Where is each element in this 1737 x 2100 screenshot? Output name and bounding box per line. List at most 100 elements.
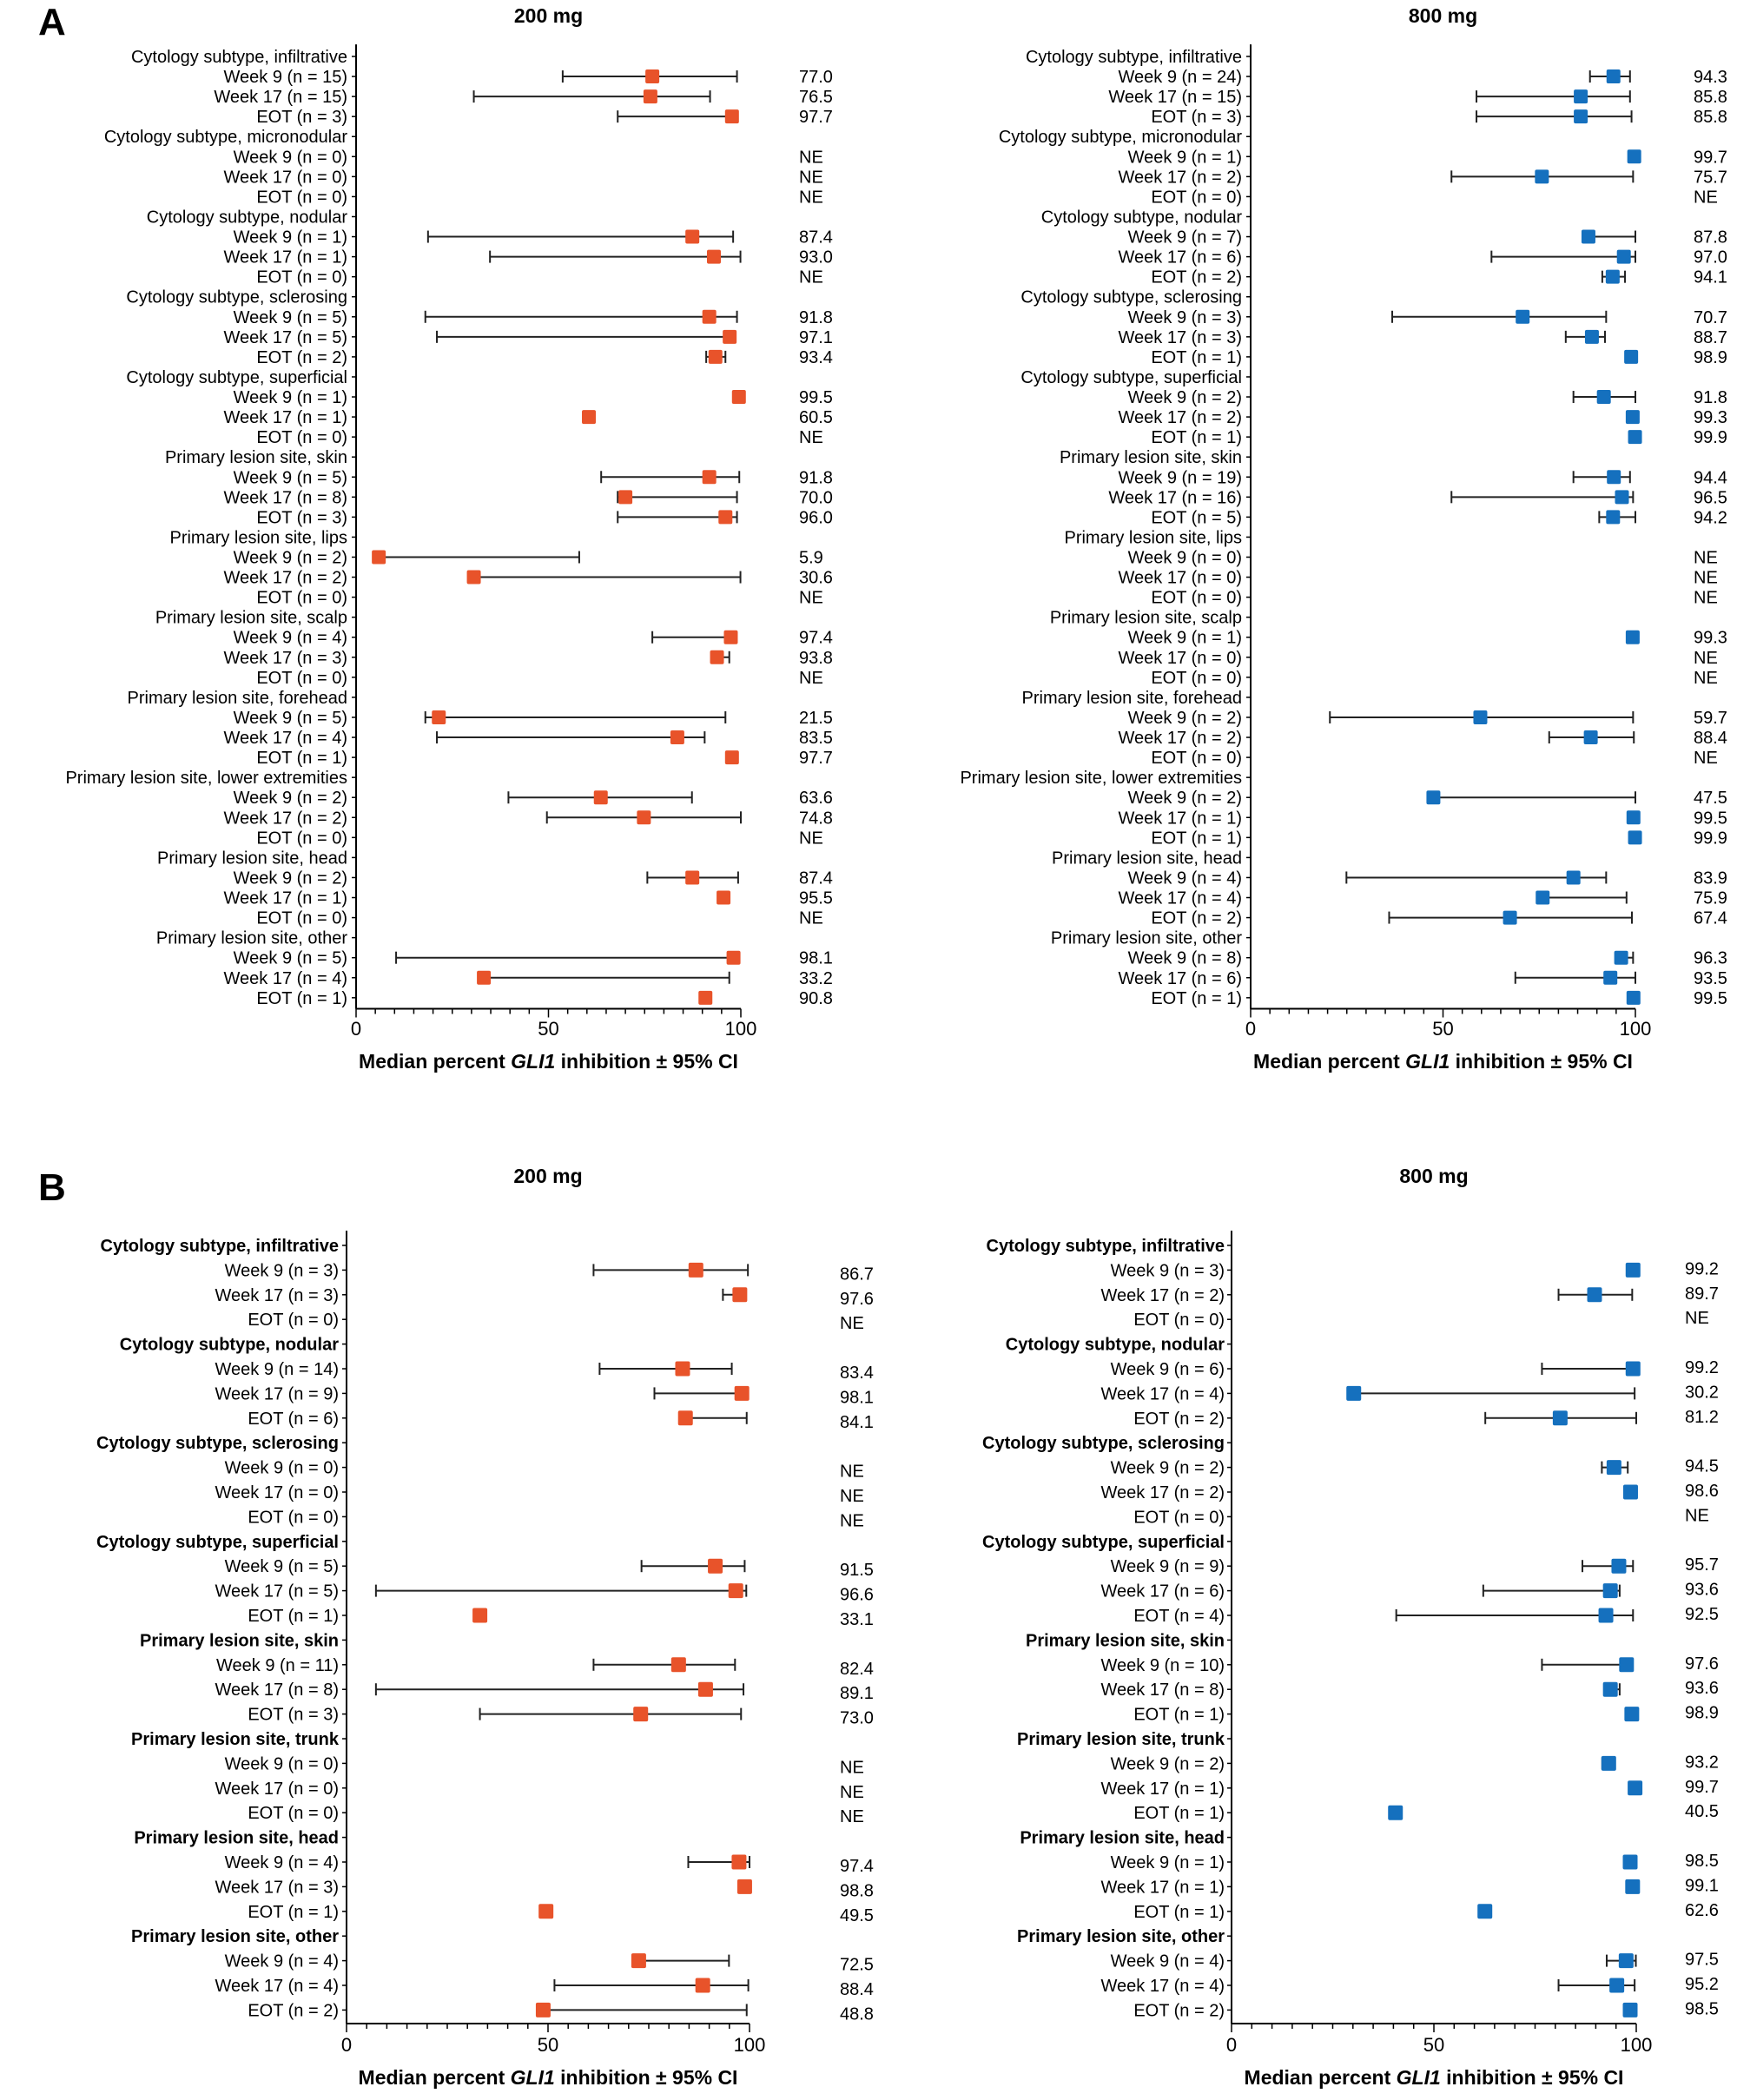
value-label: 99.5 [1694,989,1727,1008]
row-label: Week 9 (n = 2) [1111,1754,1225,1773]
median-marker [1388,1805,1403,1820]
row-label: Week 9 (n = 3) [225,1261,339,1280]
value-label: 94.3 [1694,68,1727,87]
value-label: NE [1685,1309,1709,1328]
row-label: Week 9 (n = 1) [1111,1853,1225,1872]
value-label: 75.7 [1694,168,1727,187]
value-label: NE [799,829,823,848]
median-marker [1622,2002,1638,2017]
x-tick-label: 50 [538,2034,558,2056]
x-axis-label: Median percent GLI1 inhibition ± 95% CI [359,1050,738,1073]
median-marker [675,1361,690,1377]
group-label: Cytology subtype, micronodular [104,128,347,147]
value-label: NE [799,148,823,167]
row-label: Week 17 (n = 2) [1119,408,1242,427]
group-label: Cytology subtype, superficial [1020,368,1242,387]
value-label: 33.2 [799,969,833,988]
value-label: 96.0 [799,508,833,527]
value-label: 87.4 [799,228,833,248]
median-marker [1574,109,1588,124]
row-label: EOT (n = 0) [1151,669,1242,688]
median-marker [1625,1361,1641,1377]
value-label: 95.7 [1685,1555,1719,1575]
row-label: Week 9 (n = 1) [1128,629,1242,648]
median-marker [1622,1484,1638,1500]
value-label: 77.0 [799,68,833,87]
value-label: 98.6 [1685,1482,1719,1501]
row-label: Week 9 (n = 11) [216,1656,339,1675]
row-label: Week 9 (n = 3) [1111,1261,1225,1280]
median-marker [1625,1262,1641,1278]
row-label: Week 17 (n = 6) [1119,969,1242,988]
median-marker [695,1978,710,1993]
value-label: 90.8 [799,989,833,1008]
value-label: 99.3 [1694,408,1727,427]
x-axis-label: Median percent GLI1 inhibition ± 95% CI [359,2066,738,2089]
row-label: Week 9 (n = 6) [1111,1360,1225,1379]
row-label: EOT (n = 0) [1133,1311,1225,1330]
median-marker [466,570,481,584]
row-label: Week 17 (n = 0) [1119,649,1242,668]
median-marker [670,730,684,745]
median-marker [728,1583,743,1599]
value-label: 99.5 [1694,809,1727,828]
x-axis-label-part: Median percent [359,1050,511,1073]
value-label: 21.5 [799,709,833,728]
value-label: 94.5 [1685,1457,1719,1476]
row-label: EOT (n = 1) [1151,428,1242,447]
median-marker [670,1657,686,1673]
value-label: 91.8 [799,468,833,487]
value-label: 97.6 [1685,1654,1719,1674]
x-tick-label: 100 [734,2034,766,2056]
value-label: 47.5 [1694,789,1727,808]
median-marker [1626,990,1641,1005]
value-label: 97.1 [799,328,833,347]
median-marker [732,1287,748,1303]
value-label: 91.5 [840,1561,874,1580]
median-marker [710,650,724,664]
value-label: 93.8 [799,649,833,668]
row-label: Week 17 (n = 9) [215,1384,339,1403]
value-label: 85.8 [1694,108,1727,127]
row-label: Week 17 (n = 4) [1119,889,1242,908]
value-label: 97.7 [799,749,833,768]
median-marker [593,790,608,805]
median-marker [1477,1904,1493,1919]
value-label: 84.1 [840,1413,874,1432]
row-label: Week 17 (n = 6) [1119,248,1242,267]
median-marker [1609,1978,1625,1993]
x-axis-label-part: Median percent [1253,1050,1405,1073]
row-label: Week 9 (n = 5) [234,468,347,487]
chart-title: 800 mg [1409,4,1477,27]
row-label: Week 9 (n = 2) [234,549,347,568]
x-tick-label: 0 [351,1018,361,1040]
value-label: 30.2 [1685,1383,1719,1402]
value-label: NE [1694,188,1718,207]
row-label: Week 17 (n = 4) [215,1977,339,1996]
row-label: EOT (n = 1) [256,749,347,768]
value-label: 91.8 [1694,388,1727,407]
row-label: Week 17 (n = 5) [215,1582,339,1601]
group-label: Primary lesion site, other [1051,929,1242,948]
value-label: 87.4 [799,868,833,888]
median-marker [1346,1385,1362,1401]
row-label: Week 17 (n = 2) [1119,168,1242,187]
row-label: Week 9 (n = 19) [1119,468,1242,487]
median-marker [372,550,386,565]
median-marker [1601,1755,1616,1771]
value-label: 98.9 [1694,348,1727,367]
x-tick-label: 50 [538,1018,558,1040]
value-label: 63.6 [799,789,833,808]
row-label: Week 9 (n = 2) [1128,709,1242,728]
group-label: Primary lesion site, other [131,1927,339,1946]
group-label: Cytology subtype, superficial [96,1533,339,1552]
row-label: Week 17 (n = 8) [215,1681,339,1700]
group-label: Cytology subtype, nodular [147,208,348,227]
row-label: Week 9 (n = 5) [234,949,347,968]
row-label: Week 9 (n = 0) [234,148,347,167]
median-marker [1583,730,1598,745]
median-marker [685,870,700,885]
value-label: NE [840,1807,864,1826]
median-marker [1622,1854,1638,1870]
x-axis-label: Median percent GLI1 inhibition ± 95% CI [1245,2066,1624,2089]
